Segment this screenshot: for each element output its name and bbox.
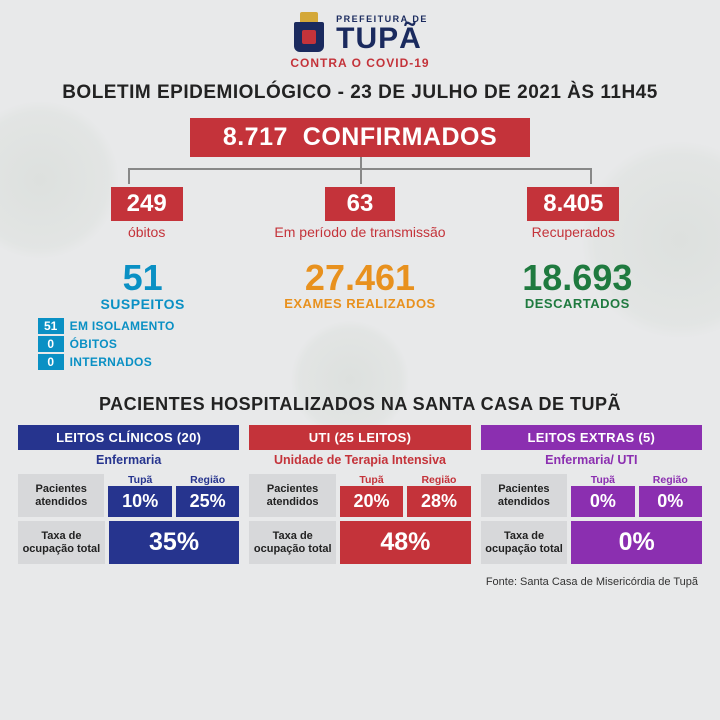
panel-row-taxa: Taxa deocupação total 0% (481, 521, 702, 564)
panel-row-atendidos: Pacientesatendidos Tupã20% Região28% (249, 474, 470, 517)
row-label: Pacientesatendidos (18, 474, 104, 517)
panel-sub: Unidade de Terapia Intensiva (249, 450, 470, 470)
obitos-cell: 249 óbitos (40, 187, 253, 240)
clinicos-tupa: 10% (108, 486, 171, 517)
stats-row: 51 SUSPEITOS 51EM ISOLAMENTO 0ÓBITOS 0IN… (0, 260, 720, 372)
obitos-label: óbitos (40, 224, 253, 240)
row-label: Pacientesatendidos (481, 474, 567, 517)
panel-header: LEITOS CLÍNICOS (20) (18, 425, 239, 450)
panel-sub: Enfermaria/ UTI (481, 450, 702, 470)
confirmed-banner: 8.717 CONFIRMADOS (190, 118, 530, 157)
row-label: Pacientesatendidos (249, 474, 335, 517)
confirmed-value: 8.717 (223, 123, 288, 151)
extras-tupa: 0% (571, 486, 634, 517)
recuperados-label: Recuperados (467, 224, 680, 240)
page-title: BOLETIM EPIDEMIOLÓGICO - 23 DE JULHO DE … (0, 82, 720, 104)
brand-name: TUPÃ (336, 24, 428, 54)
suspeitos-label: SUSPEITOS (38, 296, 248, 312)
panel-header: LEITOS EXTRAS (5) (481, 425, 702, 450)
panel-row-atendidos: Pacientesatendidos Tupã10% Região25% (18, 474, 239, 517)
row-label: Taxa deocupação total (18, 521, 105, 564)
hospital-title: PACIENTES HOSPITALIZADOS NA SANTA CASA D… (0, 394, 720, 415)
exames-label: EXAMES REALIZADOS (255, 296, 465, 311)
transmissao-label: Em período de transmissão (253, 224, 466, 240)
uti-total: 48% (340, 521, 471, 564)
suspeitos-value: 51 (38, 260, 248, 296)
suspeitos-item: 0ÓBITOS (38, 336, 248, 352)
recuperados-cell: 8.405 Recuperados (467, 187, 680, 240)
panel-extras: LEITOS EXTRAS (5) Enfermaria/ UTI Pacien… (481, 425, 702, 564)
hospital-panels: LEITOS CLÍNICOS (20) Enfermaria Paciente… (0, 425, 720, 564)
city-crest-icon (292, 12, 326, 56)
panel-row-taxa: Taxa deocupação total 35% (18, 521, 239, 564)
row-label: Taxa deocupação total (249, 521, 336, 564)
descartados-label: DESCARTADOS (472, 296, 682, 311)
exames-block: 27.461 EXAMES REALIZADOS (255, 260, 465, 311)
panel-uti: UTI (25 LEITOS) Unidade de Terapia Inten… (249, 425, 470, 564)
uti-regiao: 28% (407, 486, 470, 517)
row-label: Taxa deocupação total (481, 521, 568, 564)
confirmed-label: CONFIRMADOS (303, 123, 497, 151)
descartados-block: 18.693 DESCARTADOS (472, 260, 682, 311)
panel-clinicos: LEITOS CLÍNICOS (20) Enfermaria Paciente… (18, 425, 239, 564)
clinicos-total: 35% (109, 521, 240, 564)
suspeitos-block: 51 SUSPEITOS 51EM ISOLAMENTO 0ÓBITOS 0IN… (38, 260, 248, 372)
suspeitos-item: 51EM ISOLAMENTO (38, 318, 248, 334)
clinicos-regiao: 25% (176, 486, 239, 517)
recuperados-value: 8.405 (527, 187, 619, 221)
transmissao-cell: 63 Em período de transmissão (253, 187, 466, 240)
panel-sub: Enfermaria (18, 450, 239, 470)
brand-block: PREFEITURA DE TUPÃ (336, 15, 428, 54)
exames-value: 27.461 (255, 260, 465, 296)
obitos-value: 249 (111, 187, 183, 221)
header: PREFEITURA DE TUPÃ (0, 0, 720, 58)
transmissao-value: 63 (325, 187, 395, 221)
extras-total: 0% (571, 521, 702, 564)
brand-tagline: CONTRA O COVID-19 (0, 56, 720, 70)
source-line: Fonte: Santa Casa de Misericórdia de Tup… (0, 564, 720, 588)
descartados-value: 18.693 (472, 260, 682, 296)
suspeitos-list: 51EM ISOLAMENTO 0ÓBITOS 0INTERNADOS (38, 318, 248, 370)
panel-row-taxa: Taxa deocupação total 48% (249, 521, 470, 564)
tree-connector (60, 157, 660, 187)
uti-tupa: 20% (340, 486, 403, 517)
panel-header: UTI (25 LEITOS) (249, 425, 470, 450)
panel-row-atendidos: Pacientesatendidos Tupã0% Região0% (481, 474, 702, 517)
extras-regiao: 0% (639, 486, 702, 517)
tree-row: 249 óbitos 63 Em período de transmissão … (0, 187, 720, 240)
suspeitos-item: 0INTERNADOS (38, 354, 248, 370)
